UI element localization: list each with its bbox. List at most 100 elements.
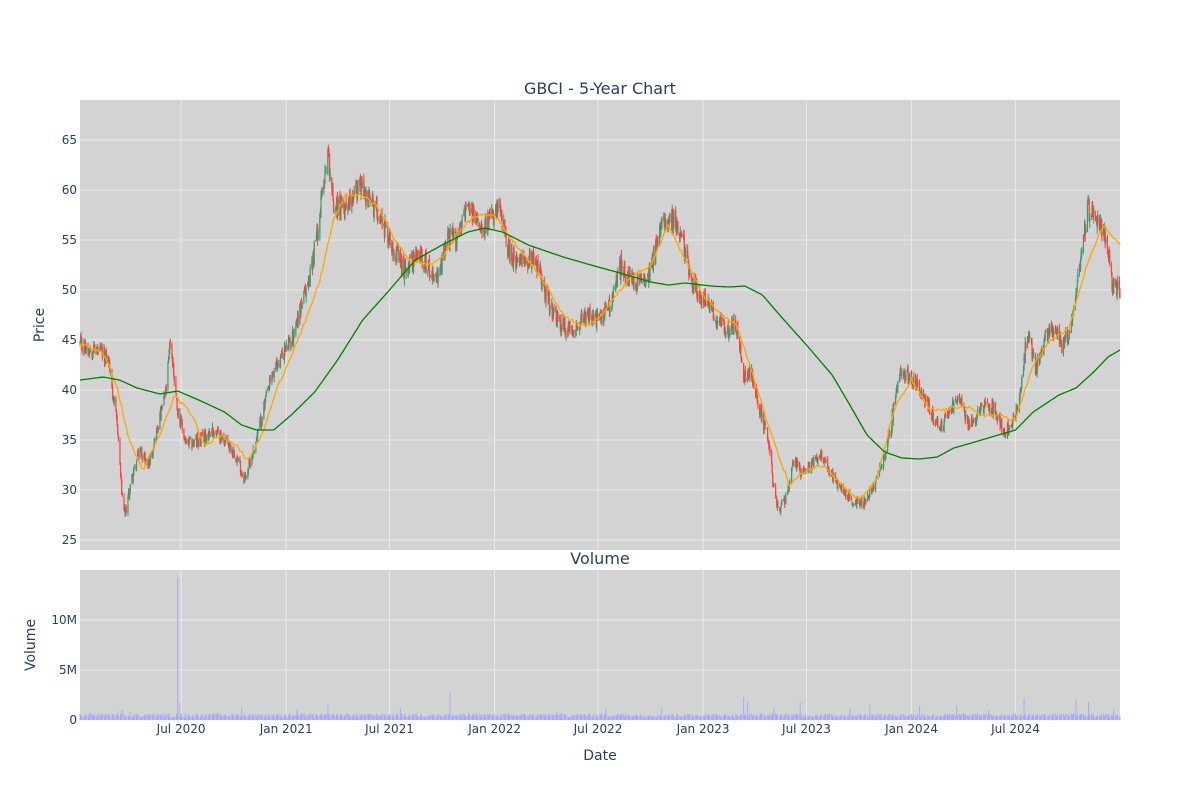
candle-body	[141, 458, 143, 460]
price-plot-area[interactable]	[80, 100, 1120, 550]
volume-bar	[899, 717, 901, 720]
candle-body	[559, 317, 561, 319]
candle-body	[541, 279, 543, 290]
volume-bar	[675, 717, 677, 720]
candle-body	[701, 298, 703, 303]
candle-body	[865, 500, 867, 502]
candle-body	[231, 448, 233, 453]
volume-bar	[769, 714, 771, 720]
volume-bar	[704, 715, 706, 720]
volume-bar	[223, 715, 225, 720]
candle-body	[428, 259, 431, 278]
volume-bar	[413, 714, 415, 720]
volume-bar	[515, 715, 517, 720]
volume-bar	[895, 715, 897, 720]
volume-bar	[144, 714, 146, 720]
volume-tick-label: 5M	[59, 663, 77, 677]
volume-bar	[176, 713, 178, 720]
candle-body	[179, 423, 182, 428]
volume-plot-area[interactable]	[80, 570, 1120, 720]
volume-bar	[232, 715, 234, 720]
volume-bar	[87, 716, 89, 720]
candle-body	[711, 307, 713, 312]
candle-body	[549, 306, 551, 310]
volume-bar	[469, 716, 471, 720]
volume-bar	[911, 716, 913, 720]
volume-bar	[956, 715, 958, 720]
volume-bar	[349, 716, 351, 720]
volume-bar	[483, 713, 485, 720]
volume-bar	[736, 716, 738, 720]
candle-body	[267, 387, 269, 391]
volume-bar	[1051, 716, 1053, 720]
candle-body	[251, 457, 254, 459]
candle-body	[381, 213, 383, 229]
volume-bar	[565, 714, 567, 720]
volume-bar	[371, 714, 373, 720]
candle-body	[265, 399, 267, 402]
volume-bar	[237, 714, 239, 720]
volume-bar	[997, 715, 999, 720]
volume-bar	[437, 716, 439, 720]
volume-bar	[1084, 715, 1086, 720]
candle-body	[756, 394, 758, 404]
candle-body	[744, 370, 746, 380]
volume-bar	[889, 714, 891, 720]
volume-bar	[353, 714, 355, 720]
candle-body	[353, 188, 355, 196]
volume-bar	[437, 713, 439, 720]
candle-body	[437, 271, 439, 282]
volume-bar	[719, 716, 721, 720]
volume-bar	[417, 716, 419, 720]
volume-bar	[273, 715, 275, 720]
candle-body	[181, 422, 183, 430]
candle-body	[543, 280, 545, 282]
volume-bar	[901, 714, 903, 720]
candle-body	[745, 378, 747, 382]
candle-body	[717, 320, 719, 322]
volume-bar	[363, 715, 365, 720]
volume-bar	[800, 716, 802, 720]
volume-bar	[189, 716, 191, 720]
candle-body	[205, 436, 207, 444]
candle-body	[455, 230, 457, 250]
candle-body	[289, 342, 291, 348]
candle-body	[127, 497, 129, 514]
volume-bar	[753, 716, 755, 720]
volume-bar	[543, 714, 545, 720]
volume-bar	[895, 717, 897, 720]
candle-body	[323, 181, 326, 188]
volume-bar	[904, 716, 906, 720]
volume-bar	[579, 716, 581, 720]
volume-bar	[595, 717, 597, 720]
candle-body	[990, 411, 993, 414]
volume-bar	[1071, 715, 1073, 720]
volume-bar	[116, 715, 118, 720]
volume-bar	[544, 716, 546, 720]
volume-bar	[824, 713, 826, 720]
volume-bar	[564, 716, 566, 720]
volume-bar	[113, 713, 115, 720]
volume-bar	[135, 714, 137, 720]
volume-bar	[97, 717, 99, 720]
candle-body	[629, 272, 631, 275]
candle-body	[735, 331, 737, 333]
volume-bar	[123, 713, 125, 720]
volume-bar	[879, 714, 881, 720]
candle-body	[525, 259, 527, 264]
volume-bar	[828, 713, 830, 720]
volume-bar	[881, 717, 883, 720]
volume-bar	[285, 714, 287, 720]
candle-body	[165, 386, 167, 391]
volume-bar	[289, 713, 291, 720]
candle-body	[81, 349, 83, 351]
volume-bar	[729, 716, 731, 720]
candle-body	[460, 224, 462, 228]
volume-bar	[656, 715, 658, 720]
candle-body	[537, 258, 539, 272]
volume-bar	[828, 717, 830, 720]
volume-bar	[359, 715, 361, 720]
volume-bar	[655, 717, 657, 720]
volume-bar	[827, 715, 829, 720]
volume-bar	[659, 715, 661, 720]
